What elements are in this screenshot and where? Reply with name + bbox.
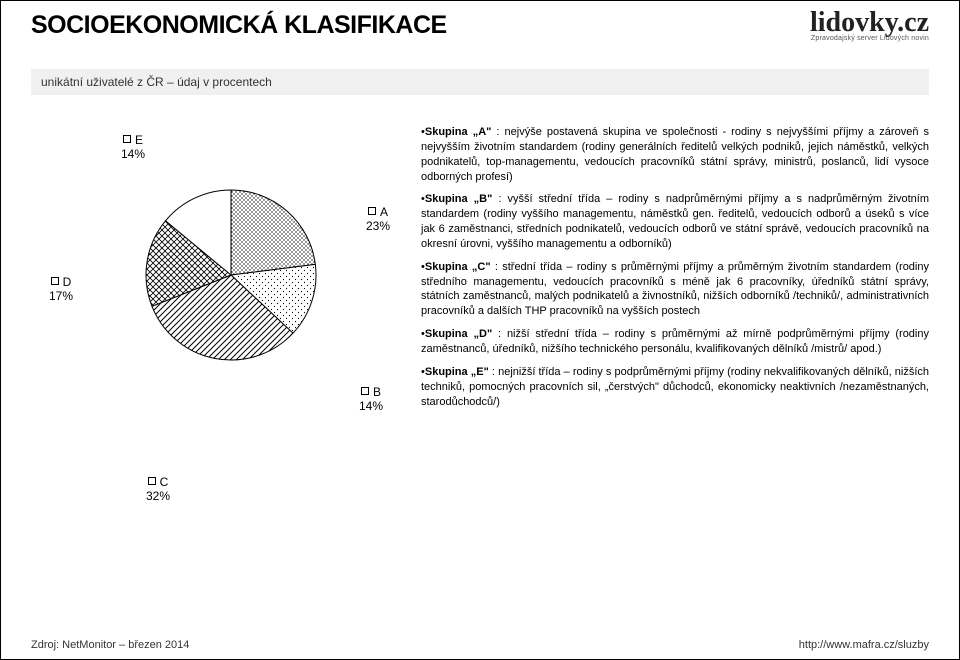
pie-label-A: A23% bbox=[366, 205, 390, 234]
page-title: SOCIOEKONOMICKÁ KLASIFIKACE bbox=[31, 11, 929, 40]
pie-label-B: B14% bbox=[359, 385, 383, 414]
group-description-2: •Skupina „C" : střední třída – rodiny s … bbox=[421, 260, 929, 319]
group-description-0: •Skupina „A" : nejvýše postavená skupina… bbox=[421, 125, 929, 184]
brand-logo: lidovky.cz Zpravodajský server Lidových … bbox=[810, 9, 929, 42]
pie-label-E: E14% bbox=[121, 133, 145, 162]
group-description-4: •Skupina „E" : nejnižší třída – rodiny s… bbox=[421, 365, 929, 410]
footer-url: http://www.mafra.cz/sluzby bbox=[799, 639, 929, 651]
brand-main: lidovky.cz bbox=[810, 9, 929, 37]
subtitle-bar: unikátní uživatelé z ČR – údaj v procent… bbox=[31, 69, 929, 95]
group-description-3: •Skupina „D" : nižší střední třída – rod… bbox=[421, 327, 929, 357]
descriptions: •Skupina „A" : nejvýše postavená skupina… bbox=[411, 105, 929, 417]
footer-source: Zdroj: NetMonitor – březen 2014 bbox=[31, 639, 189, 651]
group-description-1: •Skupina „B" : vyšší střední třída – rod… bbox=[421, 192, 929, 251]
brand-tagline: Zpravodajský server Lidových novin bbox=[810, 35, 929, 42]
pie-slice-A bbox=[231, 190, 315, 275]
pie-chart: A23%B14%C32%D17%E14% bbox=[31, 105, 411, 417]
pie-label-D: D17% bbox=[49, 275, 73, 304]
pie-label-C: C32% bbox=[146, 475, 170, 504]
